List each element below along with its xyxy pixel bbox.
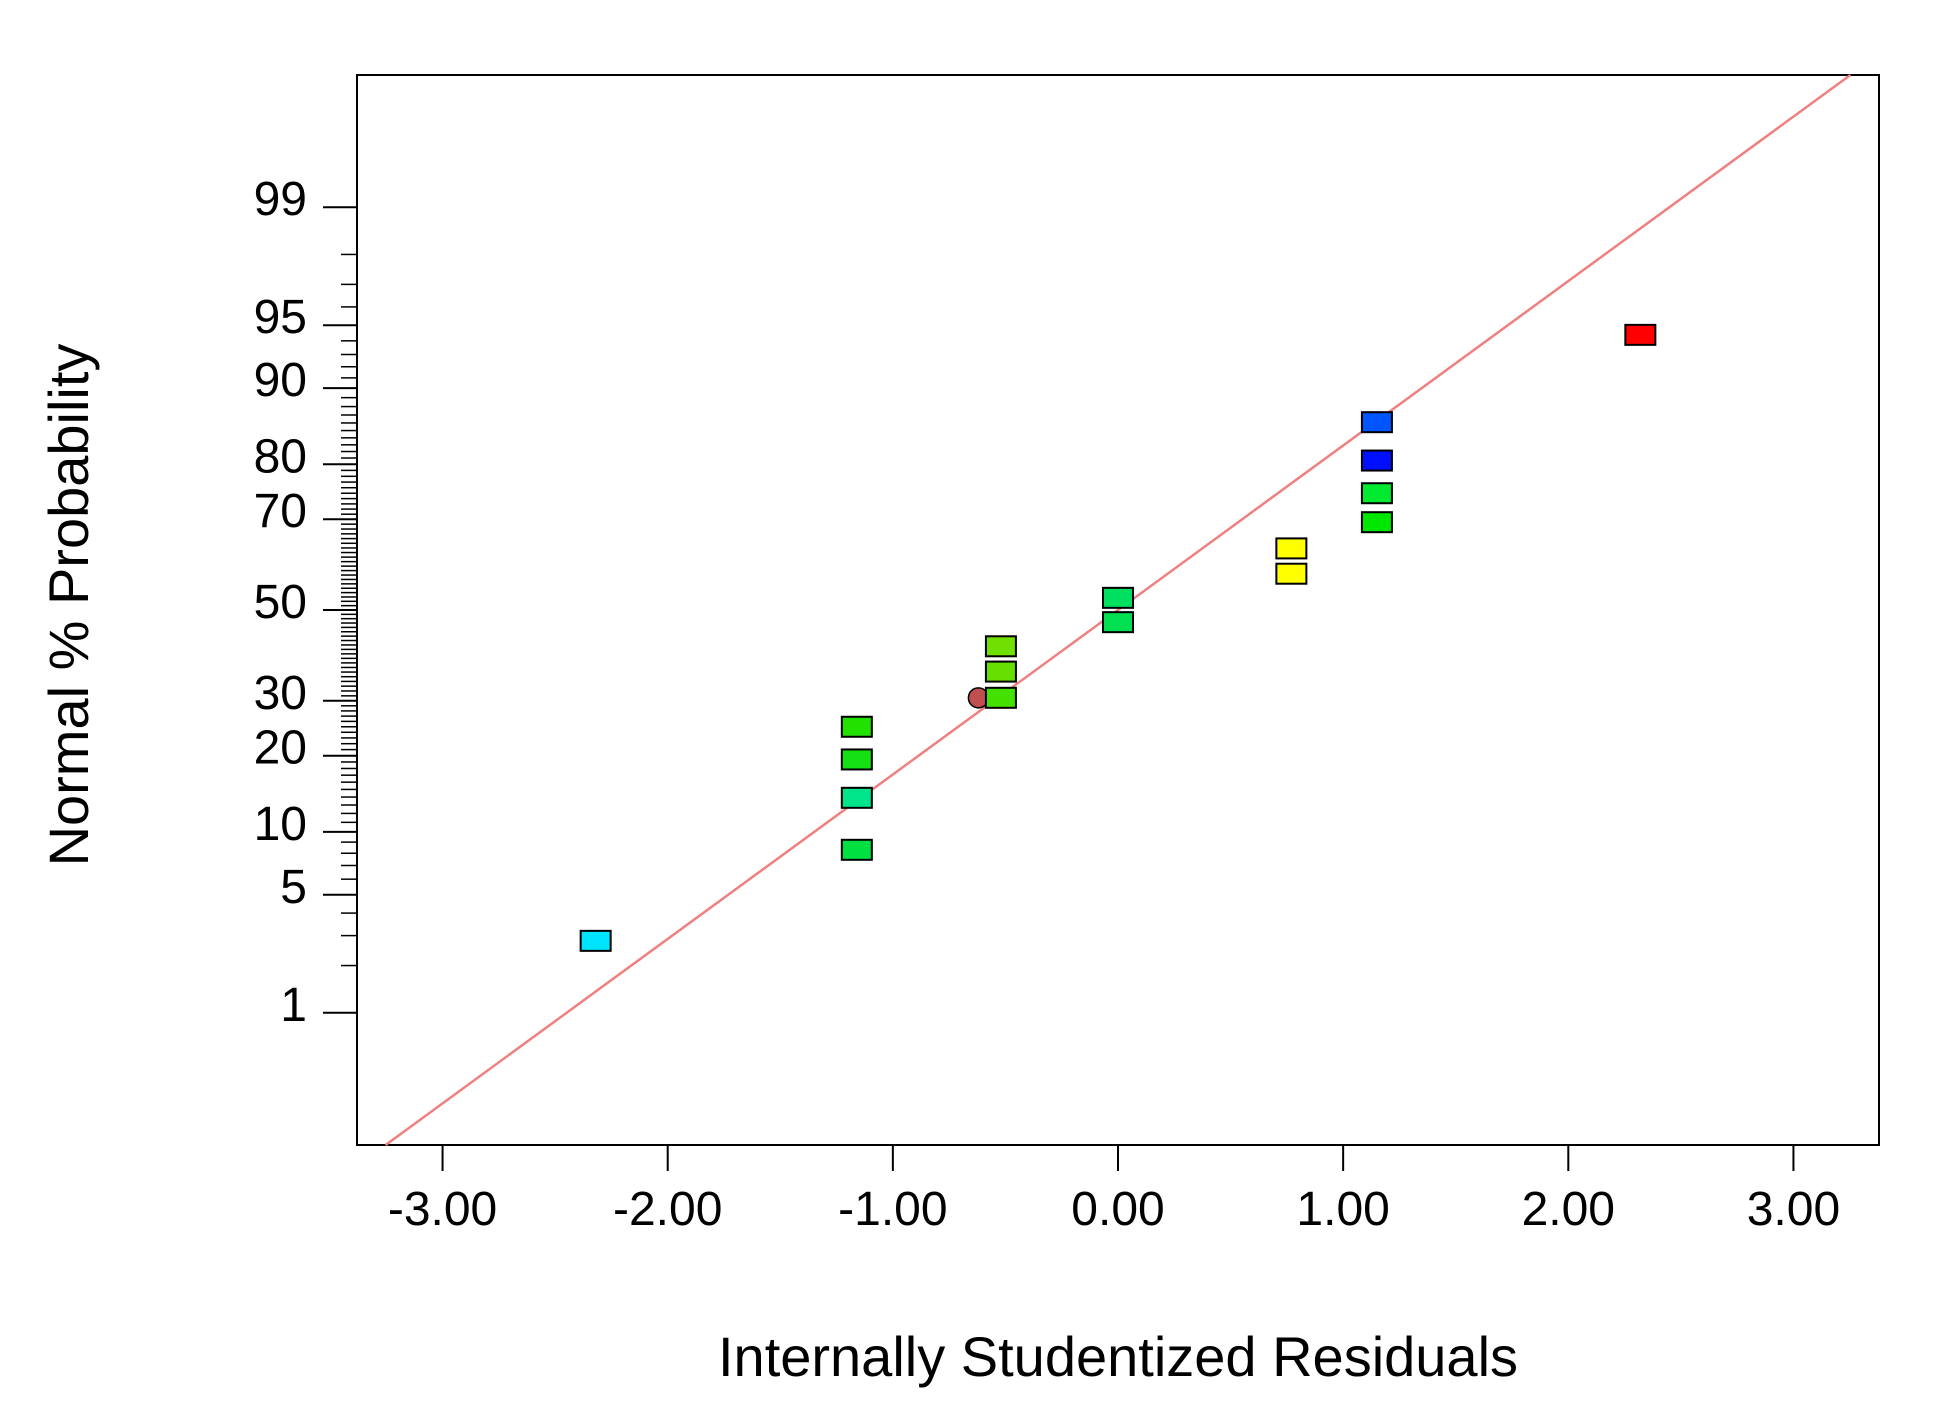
y-minor-ticks <box>341 253 357 967</box>
y-axis-label: Normal % Probability <box>37 344 100 867</box>
y-tick-label: 99 <box>254 173 307 226</box>
x-tick-label: 2.00 <box>1522 1183 1615 1236</box>
data-point <box>1360 482 1393 505</box>
y-tick-label: 95 <box>254 291 307 344</box>
y-tick-label: 5 <box>280 861 307 914</box>
x-tick-label: -1.00 <box>838 1183 947 1236</box>
data-points <box>579 323 1657 952</box>
y-tick-label: 50 <box>254 576 307 629</box>
x-tick-label: 0.00 <box>1071 1183 1164 1236</box>
x-tick-label: 3.00 <box>1747 1183 1840 1236</box>
data-point <box>840 786 873 809</box>
data-point <box>840 838 873 861</box>
data-point <box>984 635 1017 658</box>
data-point <box>579 929 612 952</box>
y-tick-label: 1 <box>280 979 307 1032</box>
fit-line-group <box>384 73 1852 1147</box>
y-tick-label: 80 <box>254 430 307 483</box>
x-tick-label: -2.00 <box>613 1183 722 1236</box>
data-point <box>1102 586 1134 609</box>
y-tick-label: 70 <box>254 485 307 538</box>
x-tick-label: -3.00 <box>388 1183 497 1236</box>
data-point <box>840 715 873 738</box>
y-tick-label: 20 <box>254 722 307 775</box>
y-tick-label: 90 <box>254 354 307 407</box>
data-point <box>984 660 1017 683</box>
data-point <box>1275 562 1308 585</box>
data-point <box>1360 449 1393 472</box>
y-tick-label: 10 <box>254 798 307 851</box>
x-axis-label: Internally Studentized Residuals <box>718 1325 1518 1388</box>
data-point <box>1360 511 1393 534</box>
x-tick-label: 1.00 <box>1296 1183 1389 1236</box>
data-point <box>1102 611 1134 634</box>
x-axis: -3.00 -2.00 -1.00 0.00 1.00 2.00 3.00 <box>388 1145 1840 1236</box>
data-point <box>984 686 1017 709</box>
y-tick-label: 30 <box>254 667 307 720</box>
data-point <box>1275 537 1308 560</box>
data-point <box>840 748 873 771</box>
fit-line <box>384 73 1852 1147</box>
data-point <box>1624 323 1657 346</box>
data-point <box>1360 411 1393 434</box>
